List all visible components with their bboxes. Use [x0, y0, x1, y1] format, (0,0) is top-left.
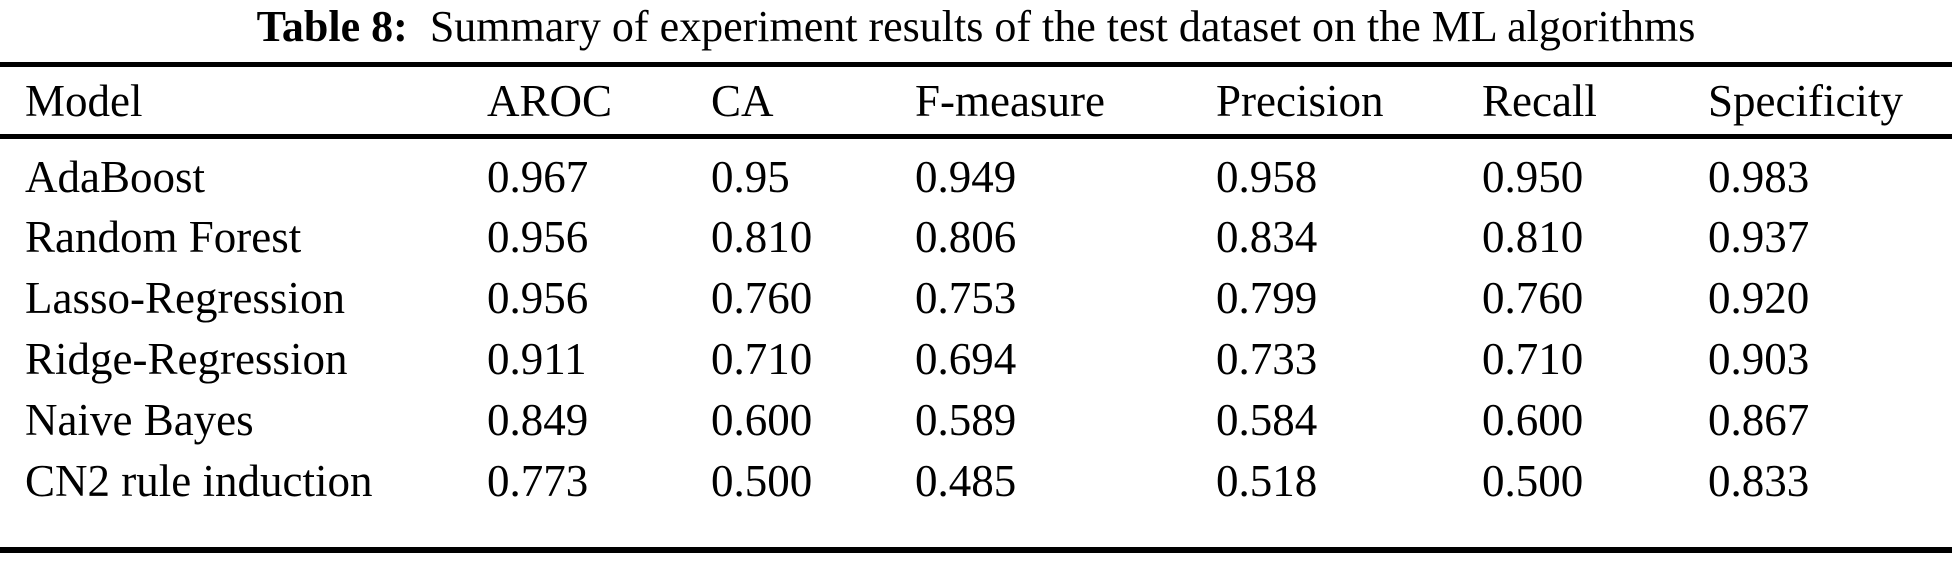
value-cell: 0.760 — [1482, 273, 1584, 323]
value-cell: 0.584 — [1216, 395, 1318, 445]
value-cell: 0.589 — [915, 395, 1017, 445]
value-cell: 0.760 — [711, 273, 813, 323]
header-row: Model AROC CA F-measure Precision Recall… — [0, 65, 1952, 137]
caption-label: Table 8: — [256, 2, 408, 51]
column-header-fmeasure: F-measure — [915, 75, 1105, 126]
value-cell: 0.694 — [915, 334, 1017, 384]
value-cell: 0.956 — [487, 212, 589, 262]
value-cell: 0.834 — [1216, 212, 1318, 262]
value-cell: 0.806 — [915, 212, 1017, 262]
table-row: Lasso-Regression 0.956 0.760 0.753 0.799… — [0, 268, 1952, 329]
model-cell: Lasso-Regression — [25, 273, 345, 323]
column-header-ca: CA — [711, 75, 774, 126]
value-cell: 0.867 — [1708, 395, 1810, 445]
value-cell: 0.485 — [915, 456, 1017, 506]
value-cell: 0.967 — [487, 152, 589, 203]
table-row: AdaBoost 0.967 0.95 0.949 0.958 0.950 0.… — [0, 137, 1952, 207]
results-table: Model AROC CA F-measure Precision Recall… — [0, 62, 1952, 553]
column-header-specificity: Specificity — [1708, 75, 1903, 126]
value-cell: 0.949 — [915, 152, 1017, 203]
table-caption: Table 8: Summary of experiment results of… — [0, 0, 1952, 62]
model-cell: CN2 rule induction — [25, 456, 373, 506]
table-row: Naive Bayes 0.849 0.600 0.589 0.584 0.60… — [0, 390, 1952, 451]
value-cell: 0.518 — [1216, 456, 1318, 506]
value-cell: 0.799 — [1216, 273, 1318, 323]
value-cell: 0.849 — [487, 395, 589, 445]
value-cell: 0.920 — [1708, 273, 1810, 323]
value-cell: 0.950 — [1482, 152, 1584, 203]
value-cell: 0.810 — [711, 212, 813, 262]
column-header-model: Model — [25, 75, 143, 126]
value-cell: 0.600 — [711, 395, 813, 445]
value-cell: 0.833 — [1708, 456, 1810, 506]
value-cell: 0.937 — [1708, 212, 1810, 262]
model-cell: Ridge-Regression — [25, 334, 348, 384]
value-cell: 0.753 — [915, 273, 1017, 323]
column-header-recall: Recall — [1482, 75, 1597, 126]
value-cell: 0.500 — [1482, 456, 1584, 506]
column-header-precision: Precision — [1216, 75, 1384, 126]
table-row: CN2 rule induction 0.773 0.500 0.485 0.5… — [0, 451, 1952, 512]
value-cell: 0.958 — [1216, 152, 1318, 203]
value-cell: 0.911 — [487, 334, 587, 384]
value-cell: 0.773 — [487, 456, 589, 506]
value-cell: 0.95 — [711, 152, 790, 203]
column-header-aroc: AROC — [487, 75, 613, 126]
value-cell: 0.903 — [1708, 334, 1810, 384]
value-cell: 0.710 — [1482, 334, 1584, 384]
value-cell: 0.710 — [711, 334, 813, 384]
table-bottom-spacer — [0, 512, 1952, 550]
model-cell: Naive Bayes — [25, 395, 254, 445]
model-cell: Random Forest — [25, 212, 302, 262]
table-row: Random Forest 0.956 0.810 0.806 0.834 0.… — [0, 207, 1952, 268]
value-cell: 0.810 — [1482, 212, 1584, 262]
value-cell: 0.956 — [487, 273, 589, 323]
model-cell: AdaBoost — [25, 152, 205, 203]
value-cell: 0.500 — [711, 456, 813, 506]
table-row: Ridge-Regression 0.911 0.710 0.694 0.733… — [0, 329, 1952, 390]
value-cell: 0.600 — [1482, 395, 1584, 445]
value-cell: 0.733 — [1216, 334, 1318, 384]
caption-text: Summary of experiment results of the tes… — [429, 2, 1696, 51]
value-cell: 0.983 — [1708, 152, 1810, 203]
